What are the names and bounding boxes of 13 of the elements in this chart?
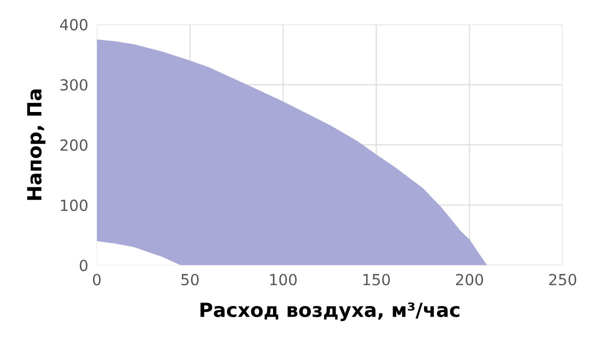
y-tick-label: 100: [60, 200, 88, 212]
x-axis-title: Расход воздуха, м³/час: [200, 302, 460, 322]
x-tick-label: 150: [363, 274, 390, 286]
x-tick-label: 50: [181, 274, 199, 286]
y-tick-label: 300: [60, 79, 88, 91]
x-tick-label: 0: [92, 274, 101, 286]
y-tick-label: 0: [80, 260, 88, 272]
x-tick-label: 100: [270, 274, 297, 286]
y-tick-label: 400: [60, 18, 88, 30]
x-tick-label: 200: [456, 274, 484, 286]
y-tick-label: 200: [60, 139, 88, 151]
y-axis-title: Напор, Па: [27, 90, 46, 200]
x-tick-label: 250: [549, 274, 576, 286]
